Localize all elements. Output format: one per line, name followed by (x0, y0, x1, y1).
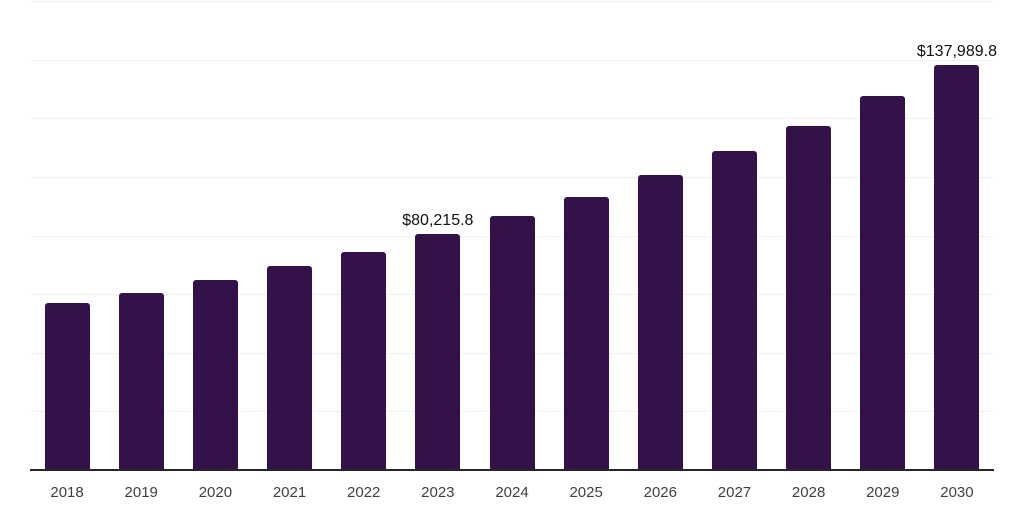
bar-2025 (563, 196, 609, 469)
bar-2022 (341, 251, 387, 469)
x-tick-2022: 2022 (347, 484, 381, 501)
bar-2028 (786, 125, 832, 469)
x-tick-2019: 2019 (124, 484, 158, 501)
x-axis-line (30, 469, 994, 471)
x-tick-2020: 2020 (198, 484, 233, 501)
x-tick-2018: 2018 (50, 484, 84, 501)
x-tick-2021: 2021 (272, 484, 307, 501)
bar-2027 (711, 150, 757, 469)
x-tick-2024: 2024 (495, 484, 529, 501)
bar-2021 (267, 266, 313, 469)
gridline-120000 (30, 118, 994, 120)
bar-2018 (44, 303, 90, 469)
bar-2020 (192, 280, 238, 469)
bar-2029 (860, 95, 906, 469)
bar-2024 (489, 216, 535, 469)
x-tick-2023: 2023 (421, 484, 455, 501)
bar-2019 (118, 292, 164, 469)
x-tick-2027: 2027 (717, 484, 752, 501)
value-label-2023: $80,215.8 (402, 211, 474, 229)
x-tick-2028: 2028 (791, 484, 826, 501)
x-tick-2025: 2025 (569, 484, 603, 501)
bar-2026 (637, 175, 683, 469)
gridline-100000 (30, 176, 994, 178)
bar-2023 (415, 233, 461, 469)
bar-2030 (934, 64, 980, 469)
plot-area: $80,215.8 $137,989.8 (30, 0, 997, 470)
x-tick-2030: 2030 (940, 484, 974, 501)
x-tick-2029: 2029 (866, 484, 900, 501)
gridline-160000 (30, 1, 994, 2)
gridline-140000 (30, 59, 994, 61)
x-tick-2026: 2026 (643, 484, 677, 501)
value-label-2030: $137,989.8 (916, 42, 997, 60)
